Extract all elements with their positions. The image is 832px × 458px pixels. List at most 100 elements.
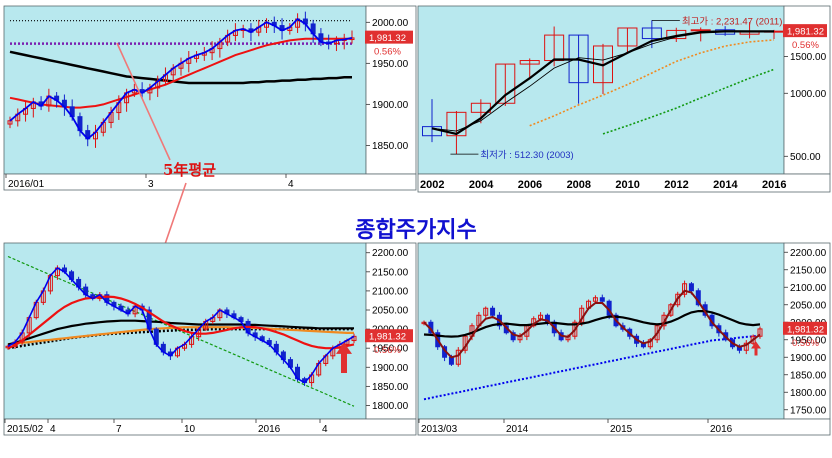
x-tick-label: 2014 [506,424,529,435]
candle-body [688,283,694,292]
candle-body [490,307,496,316]
arrow-up-icon [751,341,761,356]
y-tick-label: 1500.00 [790,52,827,63]
y-tick-label: 2150.00 [790,265,827,276]
candle-body [519,60,540,65]
series-ma-red [9,37,352,109]
annotation-label: 5年평균 [163,161,216,179]
y-tick-label: 1900.00 [790,353,827,364]
candle-body [599,297,605,302]
x-tick-label: 2006 [518,179,542,191]
annotation-line [116,42,171,161]
high-annotation-label: 최고가 : 2,231.47 (2011) [682,16,783,27]
last-price-box [783,321,827,335]
plot-content [5,255,357,407]
x-axis [417,173,831,193]
candle-body [572,321,578,337]
plot-content [7,11,355,148]
y-tick-label: 1750.00 [790,405,827,416]
x-tick-label: 4 [322,424,328,435]
series-ma-black [7,319,354,346]
y-tick-label: 1800.00 [790,388,827,399]
series-ma-orange [7,326,354,346]
y-tick-label: 2100.00 [790,283,827,294]
series-ma-blue [9,17,353,141]
candle-body [510,332,516,341]
y-tick-label: 2200.00 [790,248,827,259]
candle-body [682,283,688,295]
panel-weekly: 2200.002150.002100.002050.002000.001950.… [417,242,831,436]
series-ma-blue [7,267,355,384]
y-tick-label: 2000.00 [372,18,409,29]
x-tick-label: 2012 [664,179,688,191]
x-tick-label: 2013/03 [421,424,458,435]
candle-body [750,335,756,344]
x-tick-label: 7 [116,424,122,435]
candle-body [675,293,681,306]
series-ma-blue-dotted [423,334,761,401]
panel-daily_long: 2200.002150.002100.002050.002000.001950.… [3,242,417,436]
low-annotation-label: 최저가 : 512.30 (2003) [480,150,573,161]
series-ma-red [423,289,761,359]
y-tick-label: 2050.00 [790,300,827,311]
candle-body [690,29,711,32]
x-tick-label: 10 [184,424,196,435]
change-label: 0.56% [792,40,819,51]
last-price-label: 1,981.32 [787,324,824,335]
series-ma-black [431,30,774,136]
candle-body [446,111,467,137]
y-tick-label: 1950.00 [790,335,827,346]
candle-body [592,297,598,302]
x-tick-label: 3 [148,179,154,190]
candle-body [654,325,660,341]
y-tick-label: 500.00 [790,152,821,163]
panel-yearly: 1500.00 1000.00 500.00 1,981.32 0.56% 2002 200… [417,5,831,193]
candle-body [593,45,613,84]
y-tick-label: 1900.00 [372,100,409,111]
last-price-box [365,30,413,44]
x-tick-label: 2010 [615,179,639,191]
y-tick-label: 1800.00 [372,401,409,412]
y-tick-label: 1850.00 [372,141,409,152]
x-axis [3,173,417,191]
x-axis [417,418,831,436]
x-tick-label: 4 [50,424,56,435]
arrow-up-icon [336,342,352,373]
plot-content [422,20,784,155]
candle-body [641,27,662,40]
plot-area [3,5,367,175]
candle-body [617,27,638,47]
last-price-label: 1,981.32 [369,332,406,343]
last-price-label: 1,981.32 [369,33,406,44]
series-trend-green [7,255,355,407]
y-tick-label: 1950.00 [372,344,409,355]
series-ma-red [7,295,355,350]
x-tick-label: 2014 [713,179,738,191]
plot-content [421,280,763,401]
y-tick-label: 1850.00 [372,382,409,393]
x-tick-label: 2008 [567,179,591,191]
x-axis [3,418,417,436]
candle-body [647,339,653,348]
x-tick-label: 2016/01 [8,179,45,190]
y-tick-label: 1850.00 [790,370,827,381]
x-tick-label: 2016 [710,424,733,435]
x-tick-label: 2016 [762,179,786,191]
x-tick-label: 2016 [258,424,281,435]
series-ma-green [602,68,775,135]
y-tick-label: 2050.00 [372,306,409,317]
candle-body [483,307,489,316]
y-tick-label: 1000.00 [790,89,827,100]
y-tick-label: 1950.00 [372,59,409,70]
change-label: 0.56% [792,338,819,349]
x-tick-label: 2002 [420,179,444,191]
candle-body [757,328,763,337]
y-tick-label: 2100.00 [372,286,409,297]
x-tick-label: 2004 [469,179,494,191]
y-tick-label: 1900.00 [372,363,409,374]
x-tick-label: 2015/02 [7,424,44,435]
y-tick-label: 2150.00 [372,267,409,278]
last-price-label: 1,981.32 [787,27,824,38]
change-label: 0.56% [374,47,401,58]
